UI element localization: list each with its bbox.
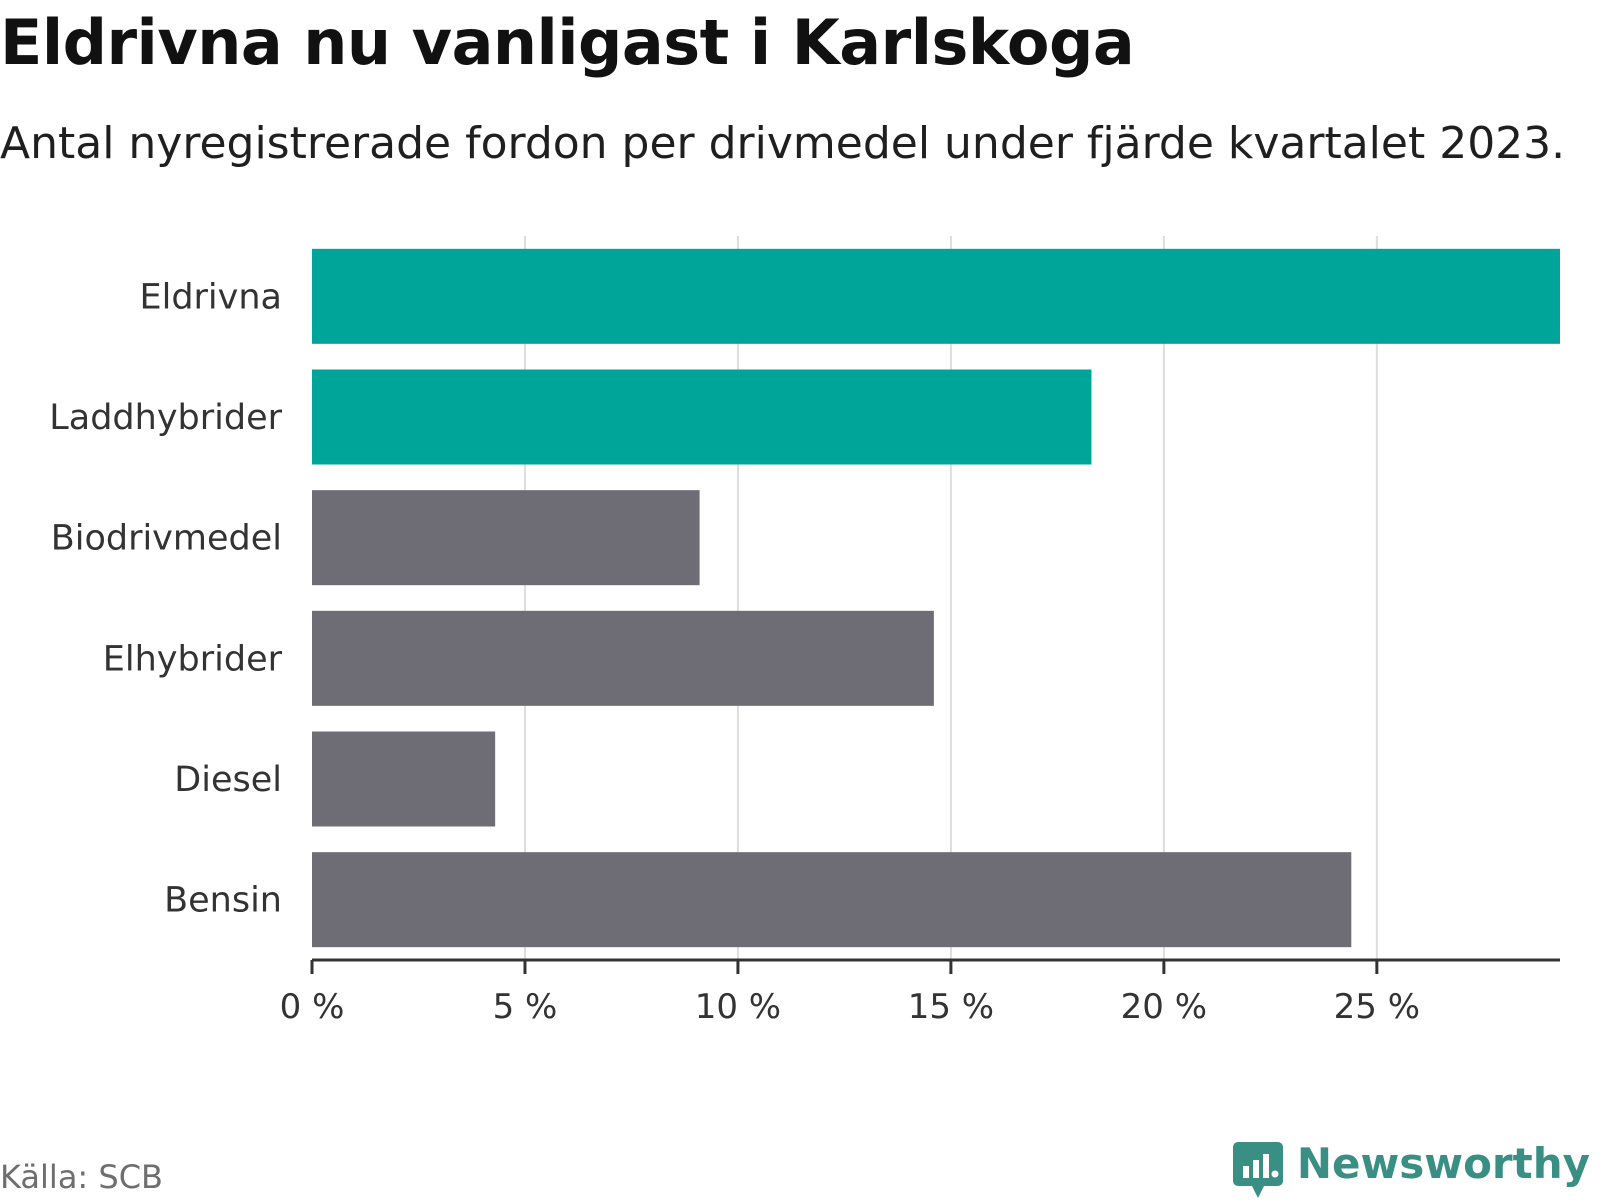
bar-diesel (312, 731, 496, 827)
bars (312, 248, 1560, 948)
x-tick-label: 0 % (280, 987, 345, 1027)
source-note: Källa: SCB (0, 1158, 163, 1196)
bar-chart: Eldrivna Laddhybrider Biodrivmedel Elhybrid… (49, 236, 1560, 1027)
x-tick-label: 10 % (695, 987, 781, 1027)
category-label-eldrivna: Eldrivna (139, 277, 282, 317)
x-tick-label: 20 % (1121, 987, 1207, 1027)
x-tick-label: 25 % (1334, 987, 1420, 1027)
brand-name: Newsworthy (1296, 1139, 1590, 1188)
newsworthy-logo-icon (1232, 1142, 1283, 1198)
chart-subtitle: Antal nyregistrerade fordon per drivmede… (0, 118, 1566, 169)
category-label-biodrivmedel: Biodrivmedel (51, 519, 282, 559)
x-tick-label: 15 % (908, 987, 994, 1027)
x-axis: 0 % 5 % 10 % 15 % 20 % 25 % (280, 958, 1560, 1027)
category-labels: Eldrivna Laddhybrider Biodrivmedel Elhybrid… (49, 277, 282, 920)
category-label-laddhybrider: Laddhybrider (49, 398, 282, 438)
bar-biodrivmedel (312, 490, 700, 586)
bar-eldrivna (312, 248, 1560, 344)
category-label-diesel: Diesel (174, 760, 282, 800)
x-tick-label: 5 % (493, 987, 558, 1027)
category-label-elhybrider: Elhybrider (103, 639, 283, 679)
chart-title: Eldrivna nu vanligast i Karlskoga (0, 6, 1135, 79)
gridlines (523, 236, 1378, 960)
bar-elhybrider (312, 610, 934, 706)
brand: Newsworthy (1231, 1140, 1590, 1200)
bar-laddhybrider (312, 369, 1092, 465)
bar-bensin (312, 852, 1352, 948)
category-label-bensin: Bensin (164, 881, 282, 921)
